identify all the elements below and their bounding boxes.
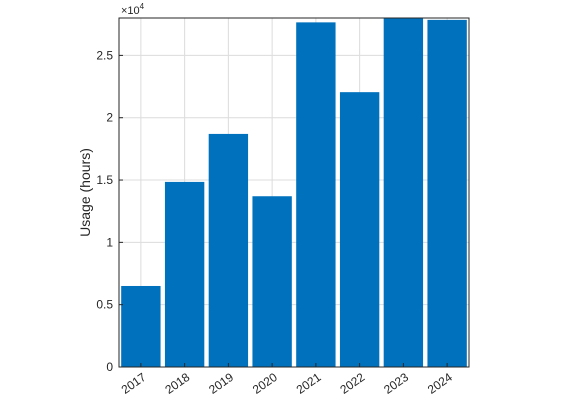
y-exponent-base: ×10 [121,5,140,17]
x-tick-label: 2021 [294,370,324,397]
x-tick-label: 2017 [119,370,149,397]
x-tick-label: 2023 [381,370,411,397]
y-tick-label: 0.5 [96,298,113,312]
x-tick-label: 2019 [206,370,236,397]
x-tick-label: 2022 [337,370,367,397]
bar-2023 [383,18,424,367]
y-tick-label: 2.5 [96,48,113,62]
bar-2019 [208,133,249,367]
bar-2022 [339,92,380,367]
y-ticks: 0 0.5 1 1.5 2 2.5 [96,48,123,374]
bar-2017 [121,285,161,367]
x-tick-label: 2018 [162,370,192,397]
y-tick-label: 1.5 [96,173,113,187]
bar-2018 [164,181,205,367]
bar-2024 [427,19,467,368]
bars [121,18,467,368]
y-tick-label: 1 [106,235,113,249]
y-axis-label: Usage (hours) [77,148,93,237]
bar-2021 [296,22,336,368]
x-tick-label: 2020 [250,370,280,397]
y-tick-label: 0 [106,360,113,374]
x-ticks: 2017 2018 2019 2020 2021 2022 2023 2024 [119,363,455,397]
y-axis-exponent: ×104 [121,2,145,17]
x-tick-label: 2024 [425,370,455,397]
plot-frame [118,17,470,368]
bar-2020 [252,196,292,367]
y-tick-label: 2 [106,111,113,125]
y-exponent-power: 4 [140,2,145,11]
